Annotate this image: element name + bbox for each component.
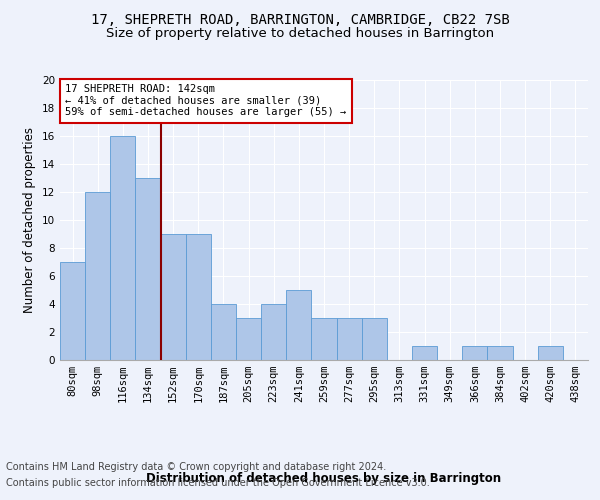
Text: Contains HM Land Registry data © Crown copyright and database right 2024.: Contains HM Land Registry data © Crown c… bbox=[6, 462, 386, 472]
Bar bbox=[211, 304, 236, 360]
Text: Contains public sector information licensed under the Open Government Licence v3: Contains public sector information licen… bbox=[6, 478, 430, 488]
X-axis label: Distribution of detached houses by size in Barrington: Distribution of detached houses by size … bbox=[146, 472, 502, 485]
Bar bbox=[337, 318, 362, 360]
Bar bbox=[136, 178, 161, 360]
Bar bbox=[311, 318, 337, 360]
Text: 17, SHEPRETH ROAD, BARRINGTON, CAMBRIDGE, CB22 7SB: 17, SHEPRETH ROAD, BARRINGTON, CAMBRIDGE… bbox=[91, 12, 509, 26]
Bar bbox=[110, 136, 136, 360]
Bar bbox=[362, 318, 387, 360]
Bar bbox=[487, 346, 512, 360]
Text: Size of property relative to detached houses in Barrington: Size of property relative to detached ho… bbox=[106, 28, 494, 40]
Bar bbox=[186, 234, 211, 360]
Bar bbox=[60, 262, 85, 360]
Bar bbox=[412, 346, 437, 360]
Text: 17 SHEPRETH ROAD: 142sqm
← 41% of detached houses are smaller (39)
59% of semi-d: 17 SHEPRETH ROAD: 142sqm ← 41% of detach… bbox=[65, 84, 347, 117]
Bar bbox=[462, 346, 487, 360]
Bar bbox=[286, 290, 311, 360]
Y-axis label: Number of detached properties: Number of detached properties bbox=[23, 127, 37, 313]
Bar bbox=[261, 304, 286, 360]
Bar bbox=[538, 346, 563, 360]
Bar bbox=[161, 234, 186, 360]
Bar bbox=[236, 318, 261, 360]
Bar bbox=[85, 192, 110, 360]
